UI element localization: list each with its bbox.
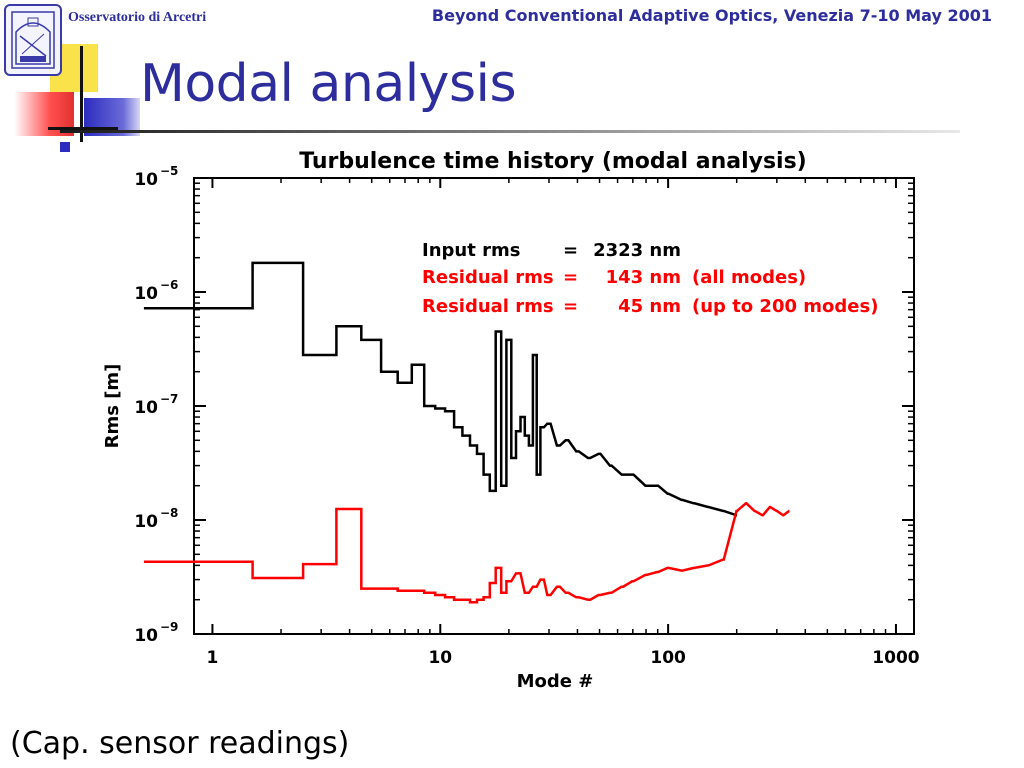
y-tick-label: 10 [134, 170, 158, 190]
y-axis-label: Rms [m] [102, 364, 123, 449]
decor-blue-square [60, 142, 70, 152]
x-tick-label: 1 [207, 648, 219, 668]
y-tick-exponent: −5 [160, 164, 178, 178]
annotation-equals: = [563, 240, 578, 261]
slide-caption: (Cap. sensor readings) [10, 726, 350, 761]
y-tick-label: 10 [134, 512, 158, 532]
x-axis-label: Mode # [517, 671, 594, 692]
y-tick-label: 10 [134, 284, 158, 304]
institution-name: Osservatorio di Arcetri [68, 10, 207, 25]
y-tick-exponent: −8 [160, 506, 178, 520]
arcetri-logo [4, 4, 62, 76]
annotation-note: (all modes) [692, 267, 806, 288]
y-tick-exponent: −9 [160, 620, 178, 634]
series-input-line [143, 261, 737, 517]
annotation-label: Residual rms [422, 296, 554, 317]
chart-title: Turbulence time history (modal analysis) [299, 149, 807, 174]
annotation-equals: = [563, 267, 578, 288]
x-tick-label: 1000 [872, 648, 919, 668]
annotation-label: Input rms [422, 240, 520, 261]
x-tick-label: 100 [650, 648, 686, 668]
decor-horizontal-line [48, 127, 118, 130]
annotation-label: Residual rms [422, 267, 554, 288]
x-tick-label: 10 [428, 648, 452, 668]
conference-title: Beyond Conventional Adaptive Optics, Ven… [431, 6, 992, 25]
y-tick-label: 10 [134, 398, 158, 418]
y-tick-exponent: −7 [160, 392, 178, 406]
series-residual-line [143, 502, 790, 604]
slide-title: Modal analysis [140, 54, 517, 114]
annotation-equals: = [563, 296, 578, 317]
annotation-value: 45 nm [618, 296, 681, 317]
annotation-value: 2323 nm [593, 240, 681, 261]
y-tick-label: 10 [134, 626, 158, 646]
title-rule [60, 130, 960, 133]
y-tick-exponent: −6 [160, 278, 178, 292]
annotation-value: 143 nm [606, 267, 681, 288]
decor-vertical-line [80, 46, 83, 142]
annotation-note: (up to 200 modes) [692, 296, 878, 317]
